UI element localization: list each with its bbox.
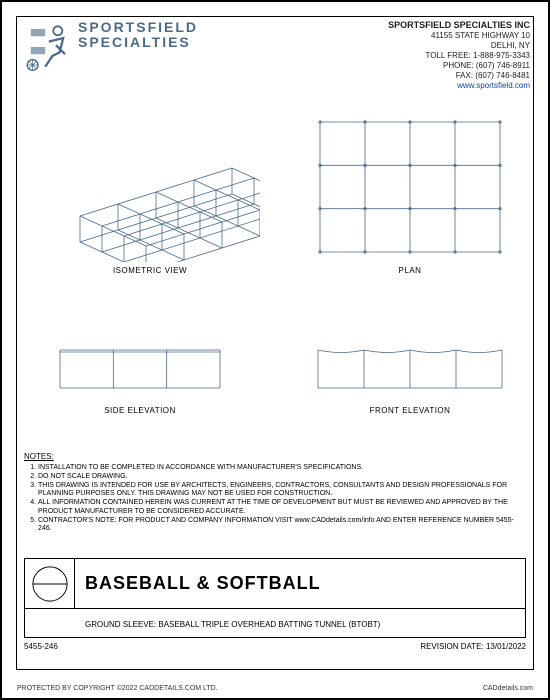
company-name: SPORTSFIELD SPECIALTIES INC: [388, 20, 530, 31]
notes-block: NOTES: INSTALLATION TO BE COMPLETED IN A…: [24, 452, 526, 534]
logo-block: SPORTSFIELD SPECIALTIES: [20, 20, 220, 90]
logo-icon: [20, 20, 74, 74]
note-item: ALL INFORMATION CONTAINED HEREIN WAS CUR…: [38, 499, 526, 517]
contact-block: SPORTSFIELD SPECIALTIES INC 41155 STATE …: [388, 20, 530, 90]
url: www.sportsfield.com: [388, 81, 530, 91]
front-svg: [310, 342, 510, 402]
logo-text: SPORTSFIELD SPECIALTIES: [78, 20, 198, 51]
logo-word2: SPECIALTIES: [78, 35, 198, 50]
note-item: DO NOT SCALE DRAWING.: [38, 473, 526, 482]
page: SPORTSFIELD SPECIALTIES SPORTSFIELD SPEC…: [0, 0, 550, 700]
plan-view: PLAN: [310, 112, 510, 275]
category-title: BASEBALL & SOFTBALL: [75, 559, 525, 608]
side-elevation: SIDE ELEVATION: [50, 342, 230, 415]
tollfree: TOLL FREE: 1-888-975-3343: [388, 51, 530, 61]
plan-svg: [310, 112, 510, 262]
isometric-view: ISOMETRIC VIEW: [40, 112, 260, 275]
drawing-subtitle: GROUND SLEEVE: BASEBALL TRIPLE OVERHEAD …: [25, 609, 525, 639]
iso-svg: [40, 112, 260, 262]
logo-word1: SPORTSFIELD: [78, 20, 198, 35]
front-label: FRONT ELEVATION: [310, 406, 510, 415]
notes-title: NOTES:: [24, 452, 526, 462]
copyright-text: PROTECTED BY COPYRIGHT ©2022 CADDETAILS.…: [17, 685, 218, 692]
ref-number: 5455-246: [24, 642, 58, 651]
note-item: INSTALLATION TO BE COMPLETED IN ACCORDAN…: [38, 464, 526, 473]
fax: FAX: (607) 746-8481: [388, 71, 530, 81]
phone: PHONE: (607) 746-8911: [388, 61, 530, 71]
plan-label: PLAN: [310, 266, 510, 275]
addr2: DELHI, NY: [388, 41, 530, 51]
copyright-row: PROTECTED BY COPYRIGHT ©2022 CADDETAILS.…: [17, 685, 533, 692]
iso-label: ISOMETRIC VIEW: [40, 266, 260, 275]
header: SPORTSFIELD SPECIALTIES SPORTSFIELD SPEC…: [20, 20, 530, 90]
note-item: CONTRACTOR'S NOTE: FOR PRODUCT AND COMPA…: [38, 517, 526, 535]
revision-date: REVISION DATE: 13/01/2022: [420, 642, 526, 651]
addr1: 41155 STATE HIGHWAY 10: [388, 31, 530, 41]
front-elevation: FRONT ELEVATION: [310, 342, 510, 415]
tb-top: BASEBALL & SOFTBALL: [25, 559, 525, 609]
views-area: ISOMETRIC VIEW PLAN SIDE ELEVATION FRONT…: [20, 102, 530, 442]
note-item: THIS DRAWING IS INTENDED FOR USE BY ARCH…: [38, 482, 526, 500]
notes-list: INSTALLATION TO BE COMPLETED IN ACCORDAN…: [38, 464, 526, 534]
detail-marker: [25, 559, 75, 608]
site-text: CADdetails.com: [483, 685, 533, 692]
title-block: BASEBALL & SOFTBALL GROUND SLEEVE: BASEB…: [24, 558, 526, 638]
footer-row: 5455-246 REVISION DATE: 13/01/2022: [24, 642, 526, 651]
side-svg: [50, 342, 230, 402]
side-label: SIDE ELEVATION: [50, 406, 230, 415]
